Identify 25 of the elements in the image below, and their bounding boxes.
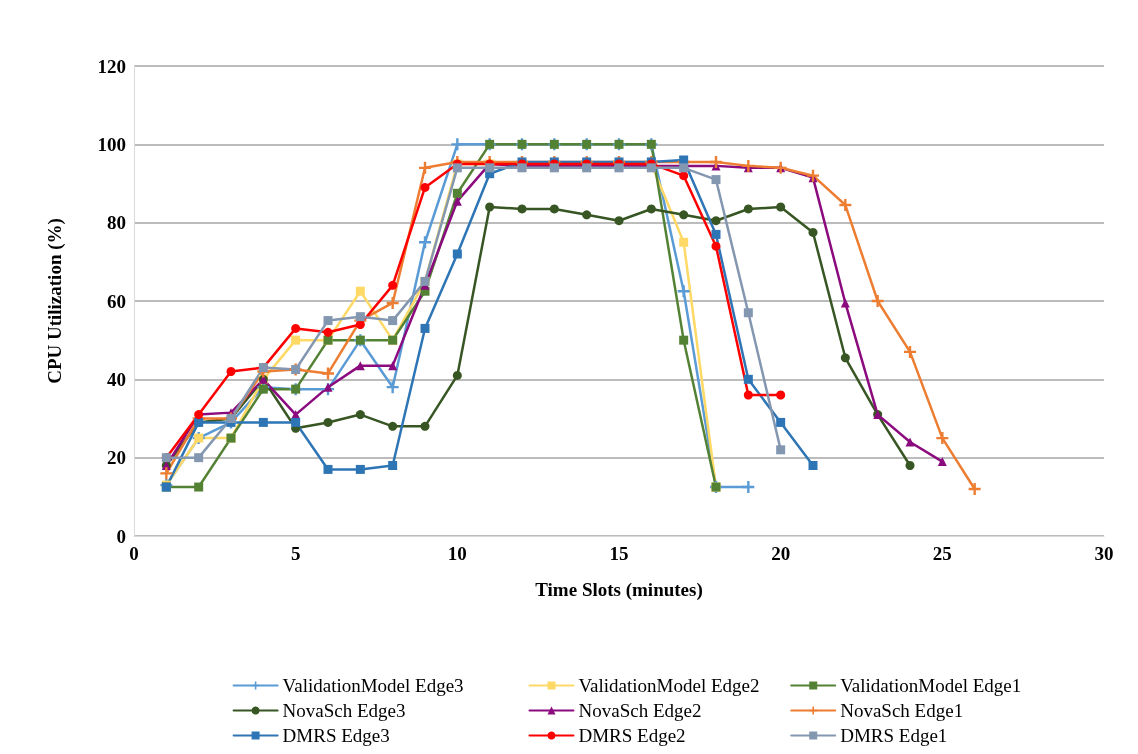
legend-label: DMRS Edge1	[840, 725, 948, 746]
y-tick-label: 60	[107, 290, 126, 312]
y-tick-label: 100	[97, 133, 126, 155]
y-tick-label: 20	[107, 447, 126, 469]
y-tick-label: 120	[97, 55, 126, 77]
legend-label: NovaSch Edge3	[282, 700, 406, 721]
legend-label: ValidationModel Edge1	[840, 675, 1022, 696]
y-axis-title: CPU Utilization (%)	[44, 218, 66, 384]
x-tick-label: 5	[290, 543, 301, 564]
y-tick-label: 40	[107, 368, 126, 390]
x-tick-label: 25	[932, 543, 952, 564]
x-tick-label: 15	[609, 543, 629, 564]
legend-label: NovaSch Edge2	[578, 700, 702, 721]
x-tick-label: 10	[447, 543, 467, 564]
legend-label: DMRS Edge2	[578, 725, 686, 746]
x-tick-label: 30	[1094, 543, 1114, 564]
legend-label: DMRS Edge3	[282, 725, 390, 746]
legend-label: ValidationModel Edge2	[578, 675, 760, 696]
y-tick-label: 80	[107, 212, 126, 234]
x-tick-label: 0	[129, 543, 139, 564]
legend-label: ValidationModel Edge3	[282, 675, 464, 696]
x-tick-label: 20	[771, 543, 791, 564]
legend-label: NovaSch Edge1	[840, 700, 964, 721]
x-axis-title: Time Slots (minutes)	[535, 579, 703, 601]
y-tick-label: 0	[116, 525, 126, 547]
